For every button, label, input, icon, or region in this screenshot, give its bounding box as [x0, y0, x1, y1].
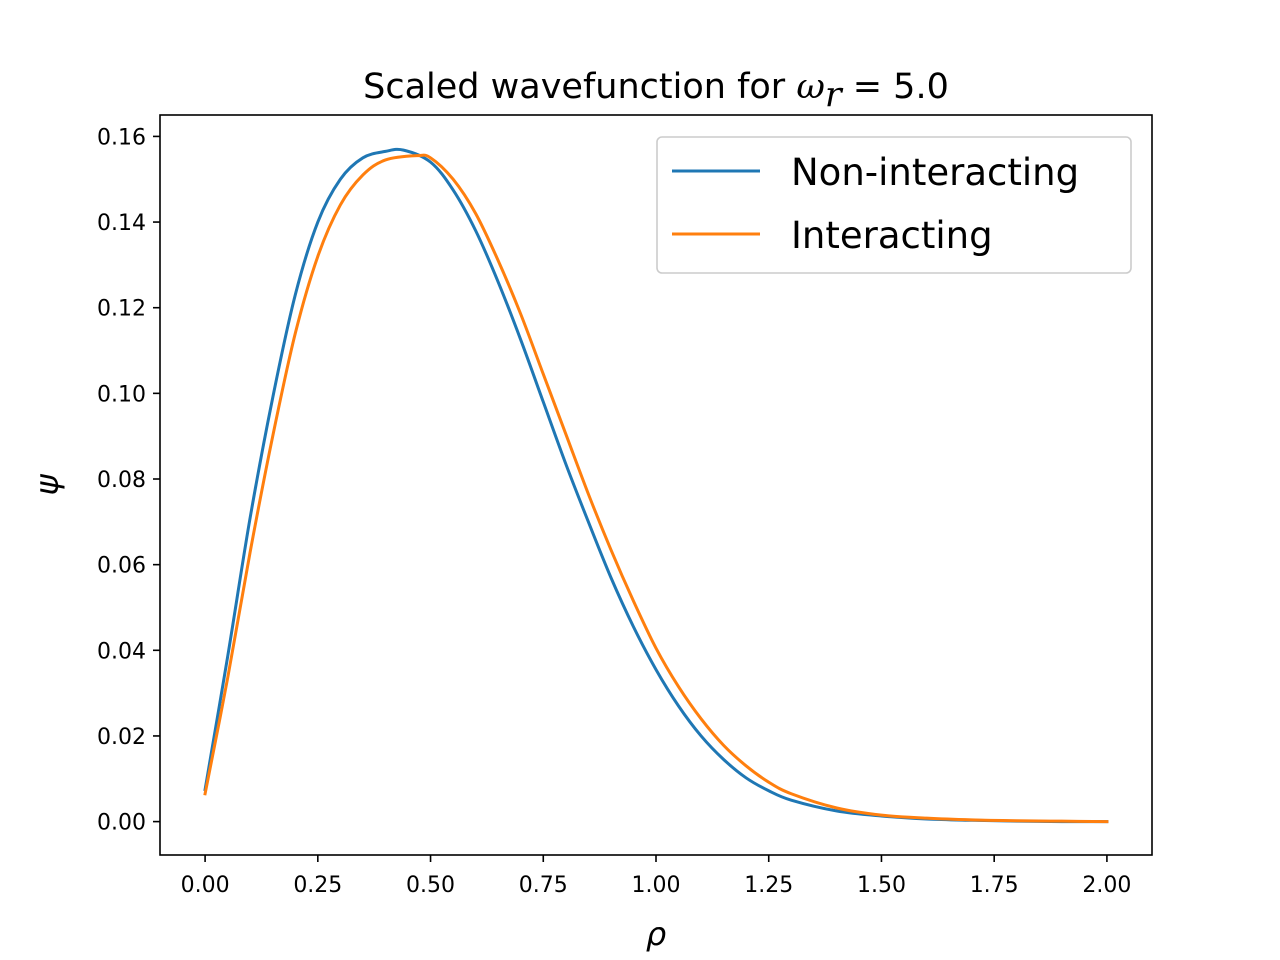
- x-tick-label-8: 2.00: [1082, 873, 1131, 898]
- x-axis-label: ρ: [646, 915, 666, 953]
- x-tick-label-1: 0.25: [293, 873, 342, 898]
- x-tick-label-6: 1.50: [857, 873, 906, 898]
- y-axis-ticks: 0.00 0.02 0.04 0.06 0.08 0.10 0.12 0.14 0.16: [97, 125, 160, 836]
- x-tick-label-4: 1.00: [632, 873, 681, 898]
- legend-box: [656, 136, 1132, 274]
- y-tick-label-7: 0.14: [97, 211, 146, 236]
- x-axis-ticks: 0.00 0.25 0.50 0.75 1.00 1.25 1.50 1.75 2.00: [181, 855, 1131, 898]
- x-tick-label-5: 1.25: [744, 873, 793, 898]
- y-tick-label-5: 0.10: [97, 382, 146, 407]
- y-tick-label-4: 0.08: [97, 468, 146, 493]
- chart-title-suffix: = 5.0: [842, 67, 949, 107]
- y-tick-label-0: 0.00: [97, 811, 146, 836]
- y-tick-label-6: 0.12: [97, 297, 146, 322]
- chart-title-subscript: r: [825, 75, 844, 115]
- x-tick-label-7: 1.75: [970, 873, 1019, 898]
- y-tick-label-8: 0.16: [97, 125, 146, 150]
- x-tick-label-0: 0.00: [181, 873, 230, 898]
- x-tick-label-3: 0.75: [519, 873, 568, 898]
- y-tick-label-1: 0.02: [97, 725, 146, 750]
- series-line-interacting: [203, 153, 1109, 824]
- series-layer: [203, 147, 1109, 824]
- legend-label-non-interacting: Non-interacting: [791, 151, 1079, 194]
- y-axis-label: ψ: [28, 474, 66, 496]
- y-tick-label-3: 0.06: [97, 554, 146, 579]
- series-line-non-interacting: [203, 147, 1109, 824]
- chart-title-prefix: Scaled wavefunction for: [363, 67, 796, 107]
- chart-title: Scaled wavefunction for ωr = 5.0: [363, 67, 949, 115]
- legend-label-interacting: Interacting: [791, 214, 993, 257]
- legend: Non-interacting Interacting: [656, 136, 1132, 274]
- chart-title-symbol: ω: [796, 67, 825, 107]
- x-tick-label-2: 0.50: [406, 873, 455, 898]
- y-tick-label-2: 0.04: [97, 639, 146, 664]
